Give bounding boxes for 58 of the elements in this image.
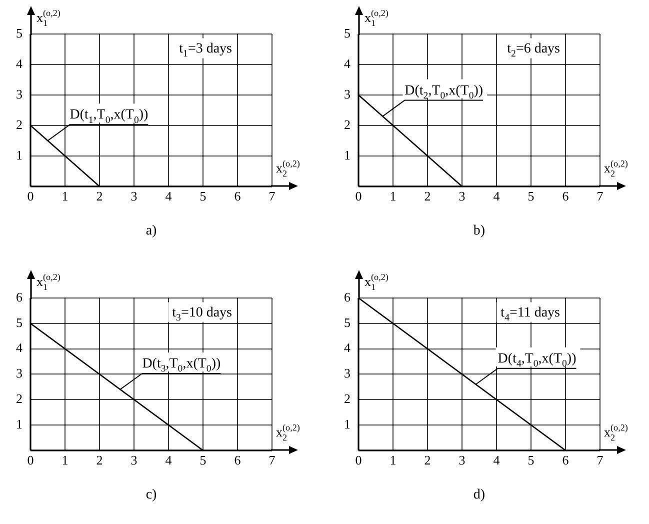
x-tick-label: 1 bbox=[390, 452, 396, 468]
y-tick-label: 3 bbox=[344, 86, 350, 102]
y-tick-label: 1 bbox=[16, 416, 22, 432]
y-tick-label: 4 bbox=[16, 56, 23, 71]
y-tick-label: 4 bbox=[16, 340, 23, 356]
y-tick-label: 1 bbox=[344, 147, 350, 162]
x-tick-label: 1 bbox=[62, 452, 68, 468]
y-tick-label: 3 bbox=[344, 366, 350, 381]
y-tick-label: 2 bbox=[344, 116, 350, 132]
y-tick-label: 4 bbox=[344, 56, 351, 71]
y-tick-label: 5 bbox=[344, 314, 350, 330]
text: d) bbox=[473, 487, 486, 502]
x-tick-label: 5 bbox=[528, 188, 534, 204]
y-tick-label: 5 bbox=[344, 25, 350, 40]
x-tick-label: 2 bbox=[424, 188, 431, 204]
x-tick-label: 1 bbox=[62, 188, 68, 204]
x-tick-label: 2 bbox=[424, 452, 431, 468]
x-tick-label: 7 bbox=[268, 452, 276, 468]
x-tick-label: 4 bbox=[165, 188, 172, 204]
x-tick-label: 3 bbox=[130, 188, 138, 204]
x-tick-label: 6 bbox=[234, 452, 242, 468]
x-tick-label: 3 bbox=[458, 188, 466, 204]
text: c) bbox=[146, 487, 158, 502]
y-tick-label: 4 bbox=[344, 340, 351, 356]
y-tick-label: 5 bbox=[16, 25, 22, 40]
x-tick-label: 6 bbox=[562, 452, 570, 468]
y-tick-label: 6 bbox=[16, 289, 23, 304]
x-tick-label: 0 bbox=[355, 452, 362, 468]
x-tick-label: 2 bbox=[96, 188, 103, 204]
y-tick-label: 3 bbox=[16, 366, 22, 381]
x-tick-label: 3 bbox=[130, 452, 138, 468]
x-tick-label: 5 bbox=[200, 188, 206, 204]
x-tick-label: 2 bbox=[96, 452, 103, 468]
x-tick-label: 1 bbox=[390, 188, 396, 204]
y-tick-label: 2 bbox=[344, 391, 350, 406]
x-tick-label: 7 bbox=[268, 188, 276, 204]
text: a) bbox=[146, 223, 158, 238]
x-tick-label: 5 bbox=[528, 452, 534, 468]
y-tick-label: 2 bbox=[16, 391, 22, 406]
x-tick-label: 7 bbox=[596, 452, 604, 468]
x-tick-label: 6 bbox=[234, 188, 242, 204]
x-tick-label: 7 bbox=[596, 188, 604, 204]
x-tick-label: 4 bbox=[493, 188, 500, 204]
x-tick-label: 5 bbox=[200, 452, 206, 468]
y-tick-label: 1 bbox=[344, 416, 350, 432]
x-tick-label: 0 bbox=[27, 188, 34, 204]
y-tick-label: 5 bbox=[16, 314, 22, 330]
text: b) bbox=[473, 223, 486, 238]
x-tick-label: 0 bbox=[27, 452, 34, 468]
y-tick-label: 6 bbox=[344, 289, 351, 304]
y-tick-label: 1 bbox=[16, 147, 22, 162]
x-tick-label: 6 bbox=[562, 188, 570, 204]
x-tick-label: 3 bbox=[458, 452, 466, 468]
y-tick-label: 3 bbox=[16, 86, 22, 102]
x-tick-label: 4 bbox=[165, 452, 172, 468]
y-tick-label: 2 bbox=[16, 116, 22, 132]
x-tick-label: 4 bbox=[493, 452, 500, 468]
x-tick-label: 0 bbox=[355, 188, 362, 204]
